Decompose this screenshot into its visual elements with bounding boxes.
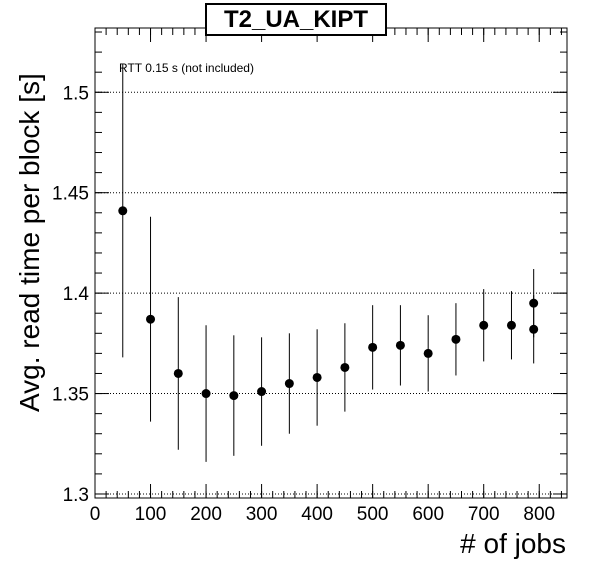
grid-lines — [95, 91, 567, 495]
y-tick-label: 1.5 — [63, 83, 89, 104]
x-tick-label: 100 — [135, 504, 167, 525]
data-point — [284, 379, 294, 389]
x-tick-label: 300 — [246, 504, 278, 525]
data-point — [173, 368, 183, 378]
data-point — [340, 362, 350, 372]
chart-title: T2_UA_KIPT — [205, 3, 387, 36]
y-tick-label: 1.3 — [63, 485, 89, 506]
data-point — [118, 206, 128, 216]
tick-labels: 1.3 1.35 1.4 1.45 1.5 0 100 200 300 400 500 600 700 8… — [52, 83, 555, 525]
data-point — [451, 334, 461, 344]
y-tick-label: 1.45 — [52, 184, 89, 205]
data-point — [395, 340, 405, 350]
x-tick-label: 200 — [190, 504, 222, 525]
data-point — [312, 372, 322, 382]
y-tick-label: 1.4 — [63, 284, 90, 305]
data-point — [368, 342, 378, 352]
axis-ticks — [94, 28, 567, 498]
x-tick-label: 400 — [301, 504, 333, 525]
plot-frame — [94, 27, 568, 499]
x-tick-label: 500 — [357, 504, 389, 525]
data-series — [118, 64, 539, 462]
data-point — [257, 387, 267, 397]
y-axis-label: Avg. read time per block [s] — [14, 73, 45, 412]
x-tick-label: 600 — [412, 504, 444, 525]
data-point — [479, 320, 489, 330]
data-point — [229, 391, 239, 401]
x-tick-label: 800 — [523, 504, 555, 525]
x-tick-label: 700 — [468, 504, 500, 525]
data-point — [506, 320, 516, 330]
y-tick-label: 1.35 — [52, 385, 89, 406]
data-point — [201, 389, 211, 399]
data-point — [529, 324, 539, 334]
annotation-text: RTT 0.15 s (not included) — [119, 61, 254, 75]
x-axis-label: # of jobs — [460, 528, 566, 559]
x-tick-label: 0 — [90, 504, 101, 525]
data-point — [423, 348, 433, 358]
data-point — [146, 314, 156, 324]
